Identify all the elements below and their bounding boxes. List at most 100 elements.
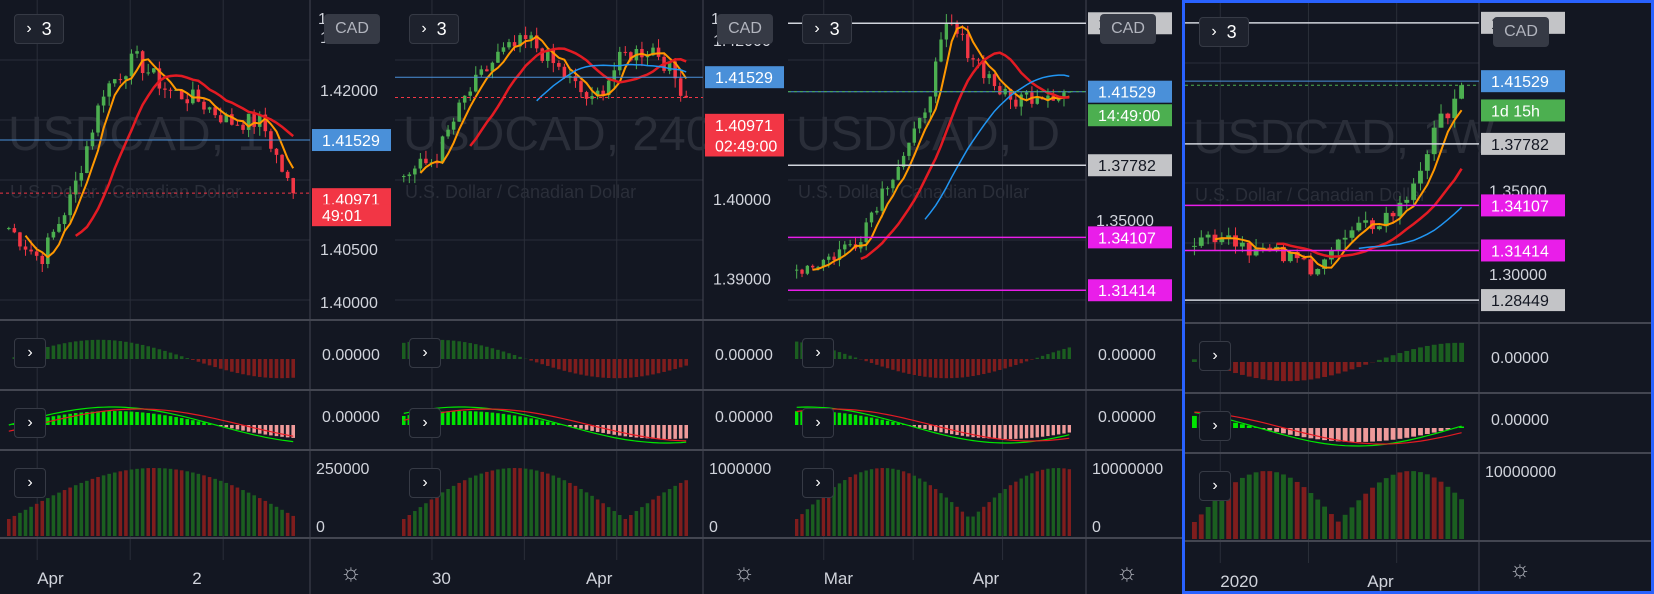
oscillator-bar xyxy=(1411,349,1417,362)
oscillator-bar xyxy=(1281,362,1286,382)
macd-histogram-bar xyxy=(1051,425,1055,436)
oscillator-bar xyxy=(518,356,522,359)
oscillator-bar xyxy=(46,346,50,359)
volume-bar xyxy=(241,490,245,536)
chart-canvas[interactable]: USDCAD, 240 U.S. Dollar / Canadian Dollar… xyxy=(395,0,788,594)
volume-bar xyxy=(485,471,489,536)
currency-button[interactable]: CAD xyxy=(1493,17,1549,47)
candle-body xyxy=(875,210,879,213)
oscillator-bar xyxy=(678,359,683,368)
oscillator-bar xyxy=(451,340,456,359)
chart-panel-1[interactable]: USDCAD, 1 U.S. Dollar / Canadian Dollar 1.… xyxy=(0,0,395,594)
pane-expand-button[interactable]: › xyxy=(802,408,834,438)
volume-bar xyxy=(1024,475,1029,536)
settings-gear-icon[interactable]: ☼ xyxy=(340,559,362,586)
oscillator-bar xyxy=(129,342,134,359)
currency-button[interactable]: CAD xyxy=(324,14,380,44)
volume-bar xyxy=(179,470,184,536)
chart-canvas[interactable]: USDCAD, D U.S. Dollar / Canadian Dollar 1.… xyxy=(788,0,1182,594)
chart-canvas[interactable]: USDCAD, 1W U.S. Dollar / Canadian Dollar 1… xyxy=(1185,3,1654,594)
signal-line xyxy=(796,408,1070,442)
volume-bar xyxy=(457,482,461,536)
pane-expand-button[interactable]: › xyxy=(409,468,441,498)
oscillator-bar xyxy=(579,359,583,375)
legend-toggle-button[interactable]: › 3 xyxy=(14,14,64,44)
pane-expand-button[interactable]: › xyxy=(409,338,441,368)
legend-toggle-button[interactable]: › 3 xyxy=(1199,17,1249,47)
candle-body xyxy=(129,53,134,77)
oscillator-bar xyxy=(1051,352,1055,359)
price-axis-label: 1.30000 xyxy=(1489,267,1547,284)
settings-gear-icon[interactable]: ☼ xyxy=(733,559,755,586)
volume-bar xyxy=(971,516,975,536)
volume-bar xyxy=(551,475,556,536)
volume-bar xyxy=(18,512,22,536)
chart-panel-2[interactable]: USDCAD, 240 U.S. Dollar / Canadian Dollar… xyxy=(395,0,788,594)
candle-body xyxy=(1376,226,1382,230)
oscillator-bar xyxy=(640,359,644,377)
oscillator-bar xyxy=(992,359,997,372)
pane-expand-button[interactable]: › xyxy=(409,408,441,438)
volume-bar xyxy=(291,515,295,536)
symbol-description: U.S. Dollar / Canadian Dollar xyxy=(1195,185,1426,205)
macd-histogram-bar xyxy=(795,411,799,425)
volume-bar xyxy=(1308,493,1314,539)
pane-expand-button[interactable]: › xyxy=(1199,471,1231,501)
candle-body xyxy=(207,107,212,110)
macd-histogram-bar xyxy=(1003,425,1007,439)
macd-histogram-bar xyxy=(96,411,100,425)
settings-gear-icon[interactable]: ☼ xyxy=(1509,556,1531,583)
pane-expand-button[interactable]: › xyxy=(14,338,46,368)
candle-body xyxy=(928,96,932,113)
candle-body xyxy=(512,42,517,47)
settings-gear-icon[interactable]: ☼ xyxy=(1116,559,1138,586)
legend-toggle-button[interactable]: › 3 xyxy=(802,14,852,44)
oscillator-bar xyxy=(1267,362,1273,381)
pane-expand-button[interactable]: › xyxy=(802,338,834,368)
candle-body xyxy=(667,61,672,71)
macd-histogram-bar xyxy=(551,422,556,425)
volume-bar xyxy=(998,493,1002,536)
macd-histogram-bar xyxy=(485,412,489,425)
oscillator-bar xyxy=(651,359,655,375)
currency-button[interactable]: CAD xyxy=(1100,14,1156,44)
candle-body xyxy=(1411,183,1417,200)
oscillator-bar xyxy=(955,359,959,378)
candle-body xyxy=(1219,237,1225,243)
time-axis-label: Apr xyxy=(1367,572,1394,591)
pane-expand-button[interactable]: › xyxy=(1199,411,1231,441)
macd-histogram-bar xyxy=(612,425,616,435)
legend-toggle-button[interactable]: › 3 xyxy=(409,14,459,44)
candle-body xyxy=(534,35,539,49)
pane-expand-button[interactable]: › xyxy=(14,468,46,498)
chart-panel-3[interactable]: USDCAD, D U.S. Dollar / Canadian Dollar 1.… xyxy=(788,0,1182,594)
macd-histogram-bar xyxy=(546,421,550,425)
signal-line xyxy=(403,408,687,442)
price-badge: 1.31414 xyxy=(1088,279,1172,302)
currency-button[interactable]: CAD xyxy=(717,14,773,44)
oscillator-bar xyxy=(601,359,605,378)
volume-bar xyxy=(805,509,810,536)
macd-histogram-bar xyxy=(68,413,72,425)
oscillator-bar xyxy=(446,340,450,359)
candle-body xyxy=(960,33,965,35)
macd-histogram-bar xyxy=(224,425,229,428)
oscillator-bar xyxy=(629,359,633,378)
pane-expand-button[interactable]: › xyxy=(802,468,834,498)
chart-canvas[interactable]: USDCAD, 1U.S. Dollar / Canadian Dollar1.… xyxy=(0,0,395,594)
chevron-right-icon: › xyxy=(421,20,427,37)
volume-bar xyxy=(402,519,406,536)
oscillator-bar xyxy=(891,359,895,370)
candle-body xyxy=(885,188,890,190)
candle-body xyxy=(1363,220,1369,223)
candle-body xyxy=(46,237,50,264)
volume-bar xyxy=(1356,500,1362,539)
chart-panel-4[interactable]: USDCAD, 1W U.S. Dollar / Canadian Dollar 1… xyxy=(1182,0,1654,594)
volume-bar xyxy=(546,473,550,536)
pane-expand-button[interactable]: › xyxy=(14,408,46,438)
price-badge: 02:49:00 xyxy=(705,134,784,157)
oscillator-bar xyxy=(1260,362,1266,380)
volume-bar xyxy=(407,514,412,536)
pane-expand-button[interactable]: › xyxy=(1199,341,1231,371)
candle-body xyxy=(168,89,173,91)
